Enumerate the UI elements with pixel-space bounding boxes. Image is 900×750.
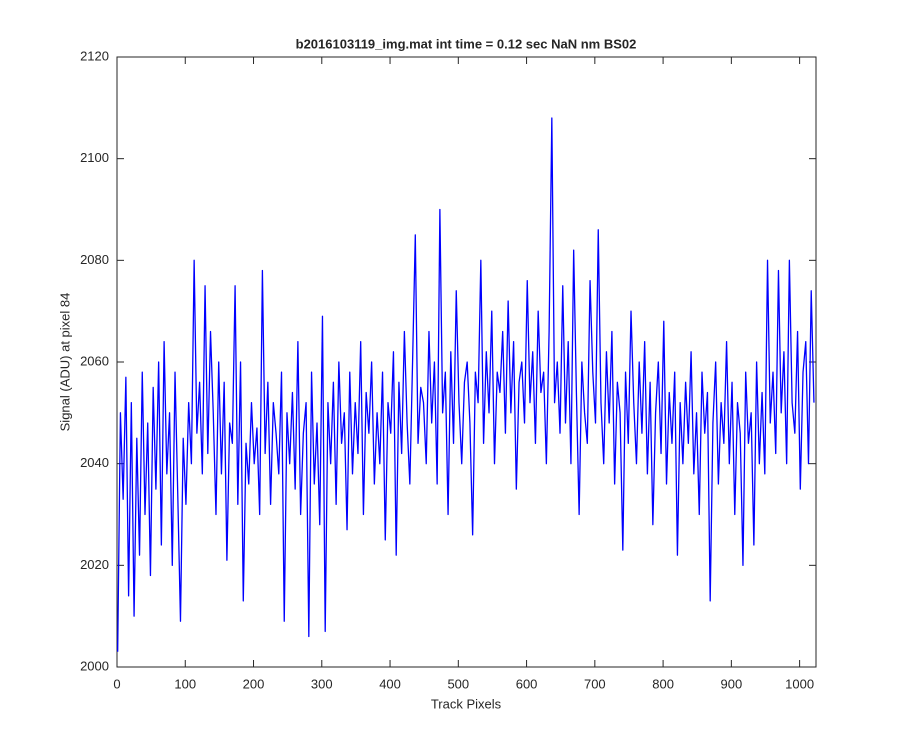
data-line [117, 117, 815, 652]
x-tick-label: 700 [584, 676, 606, 691]
y-tick-label: 2020 [80, 557, 109, 572]
x-tick-label: 100 [174, 676, 196, 691]
x-tick-label: 400 [379, 676, 401, 691]
x-tick-label: 0 [113, 676, 120, 691]
y-tick-label: 2120 [80, 48, 109, 63]
y-tick-label: 2100 [80, 150, 109, 165]
x-axis-label: Track Pixels [431, 696, 502, 711]
y-tick-label: 2000 [80, 658, 109, 673]
x-tick-label: 1000 [785, 676, 814, 691]
y-tick-label: 2040 [80, 455, 109, 470]
y-tick-label: 2060 [80, 353, 109, 368]
x-tick-label: 600 [516, 676, 538, 691]
y-axis-label: Signal (ADU) at pixel 84 [57, 293, 72, 432]
x-tick-label: 800 [652, 676, 674, 691]
x-tick-label: 300 [311, 676, 333, 691]
y-tick-label: 2080 [80, 252, 109, 267]
chart-title: b2016103119_img.mat int time = 0.12 sec … [296, 36, 637, 51]
x-tick-label: 200 [243, 676, 265, 691]
x-tick-label: 900 [721, 676, 743, 691]
x-tick-label: 500 [447, 676, 469, 691]
